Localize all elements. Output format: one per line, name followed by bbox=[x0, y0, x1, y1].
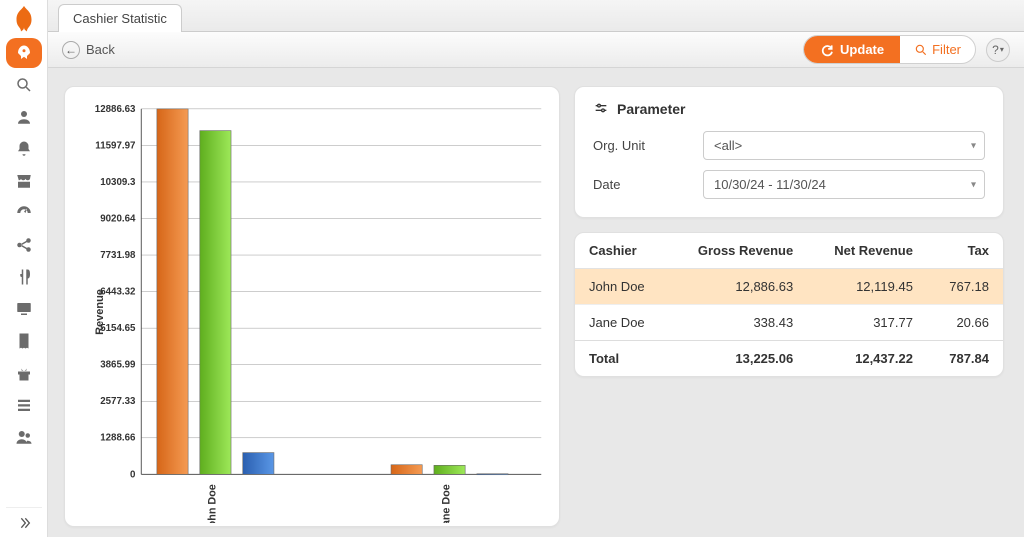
table-total-cell: Total bbox=[575, 341, 669, 377]
revenue-bar-chart: 01288.662577.333865.995154.656443.327731… bbox=[73, 101, 551, 523]
logo-icon bbox=[6, 6, 42, 36]
sidebar-rocket-icon[interactable] bbox=[6, 38, 42, 68]
chart-y-axis-label: Revenue bbox=[94, 289, 106, 335]
filter-icon bbox=[914, 43, 928, 57]
refresh-icon bbox=[820, 43, 834, 57]
table-cell: Jane Doe bbox=[575, 305, 669, 341]
sidebar bbox=[0, 0, 48, 537]
table-row[interactable]: John Doe12,886.6312,119.45767.18 bbox=[575, 269, 1003, 305]
parameter-panel: Parameter Org. Unit <all> Date 10/30/24 … bbox=[574, 86, 1004, 218]
svg-text:3865.99: 3865.99 bbox=[100, 360, 136, 371]
parameter-title: Parameter bbox=[617, 101, 686, 117]
table-header: Cashier bbox=[575, 233, 669, 269]
table-total-cell: 787.84 bbox=[927, 341, 1003, 377]
svg-text:1288.66: 1288.66 bbox=[100, 433, 136, 444]
svg-text:11597.97: 11597.97 bbox=[95, 140, 136, 151]
sidebar-search-icon[interactable] bbox=[6, 70, 42, 100]
main: Cashier Statistic ← Back Update Filter ?… bbox=[48, 0, 1024, 537]
toolbar: ← Back Update Filter ?▾ bbox=[48, 32, 1024, 68]
back-button[interactable]: ← Back bbox=[62, 41, 115, 59]
sidebar-users-icon[interactable] bbox=[6, 422, 42, 452]
sidebar-receipt-icon[interactable] bbox=[6, 326, 42, 356]
table-total-cell: 12,437.22 bbox=[807, 341, 927, 377]
back-arrow-icon: ← bbox=[62, 41, 80, 59]
sidebar-store-icon[interactable] bbox=[6, 166, 42, 196]
update-button[interactable]: Update bbox=[804, 36, 900, 63]
org-unit-label: Org. Unit bbox=[593, 138, 703, 153]
cashier-table-panel: CashierGross RevenueNet RevenueTax John … bbox=[574, 232, 1004, 377]
table-total-cell: 13,225.06 bbox=[669, 341, 807, 377]
svg-text:12886.63: 12886.63 bbox=[95, 104, 136, 115]
sidebar-cutlery-icon[interactable] bbox=[6, 262, 42, 292]
svg-text:Jane Doe: Jane Doe bbox=[441, 484, 453, 523]
org-unit-select[interactable]: <all> bbox=[703, 131, 985, 160]
table-cell: 12,119.45 bbox=[807, 269, 927, 305]
sliders-icon bbox=[593, 101, 609, 117]
filter-label: Filter bbox=[932, 42, 961, 57]
filter-button[interactable]: Filter bbox=[900, 36, 975, 63]
svg-text:John Doe: John Doe bbox=[206, 484, 218, 523]
back-label: Back bbox=[86, 42, 115, 57]
update-label: Update bbox=[840, 42, 884, 57]
table-row[interactable]: Jane Doe338.43317.7720.66 bbox=[575, 305, 1003, 341]
svg-text:0: 0 bbox=[130, 469, 136, 480]
sidebar-user-icon[interactable] bbox=[6, 102, 42, 132]
svg-text:7731.98: 7731.98 bbox=[100, 250, 136, 261]
chart-panel: Revenue 01288.662577.333865.995154.65644… bbox=[64, 86, 560, 527]
tab-cashier-statistic[interactable]: Cashier Statistic bbox=[58, 4, 182, 32]
content: Revenue 01288.662577.333865.995154.65644… bbox=[48, 68, 1024, 537]
table-cell: 767.18 bbox=[927, 269, 1003, 305]
table-cell: 20.66 bbox=[927, 305, 1003, 341]
sidebar-sliders-icon[interactable] bbox=[6, 390, 42, 420]
svg-text:10309.3: 10309.3 bbox=[100, 177, 136, 188]
sidebar-monitor-icon[interactable] bbox=[6, 294, 42, 324]
sidebar-gauge-icon[interactable] bbox=[6, 198, 42, 228]
table-cell: 338.43 bbox=[669, 305, 807, 341]
date-label: Date bbox=[593, 177, 703, 192]
table-header: Tax bbox=[927, 233, 1003, 269]
table-header: Net Revenue bbox=[807, 233, 927, 269]
action-button-group: Update Filter bbox=[803, 35, 976, 64]
sidebar-expand-icon[interactable] bbox=[6, 507, 42, 537]
table-cell: 12,886.63 bbox=[669, 269, 807, 305]
table-cell: 317.77 bbox=[807, 305, 927, 341]
cashier-table: CashierGross RevenueNet RevenueTax John … bbox=[575, 233, 1003, 376]
table-header: Gross Revenue bbox=[669, 233, 807, 269]
sidebar-gift-icon[interactable] bbox=[6, 358, 42, 388]
help-button[interactable]: ?▾ bbox=[986, 38, 1010, 62]
table-cell: John Doe bbox=[575, 269, 669, 305]
sidebar-share-icon[interactable] bbox=[6, 230, 42, 260]
svg-text:9020.64: 9020.64 bbox=[100, 213, 136, 224]
svg-text:2577.33: 2577.33 bbox=[100, 396, 136, 407]
sidebar-bell-icon[interactable] bbox=[6, 134, 42, 164]
date-range-select[interactable]: 10/30/24 - 11/30/24 bbox=[703, 170, 985, 199]
tab-bar: Cashier Statistic bbox=[48, 0, 1024, 32]
